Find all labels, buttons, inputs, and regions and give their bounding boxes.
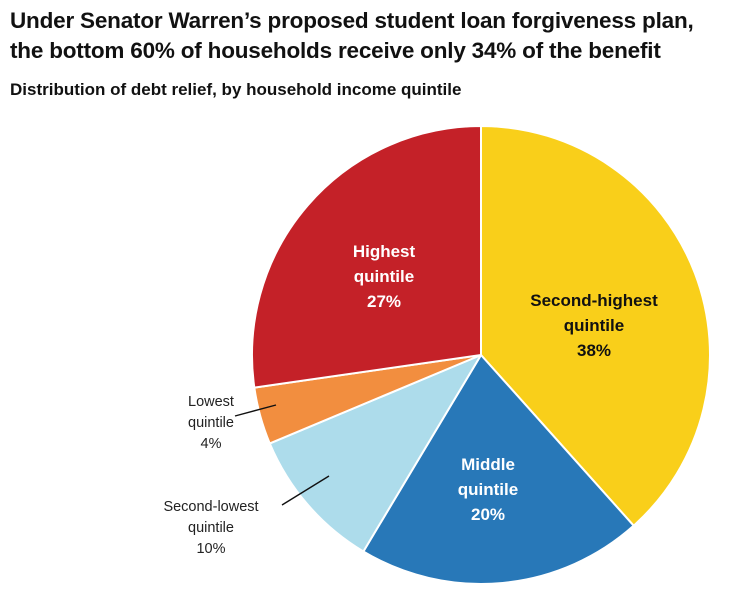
slice-label-highest: Highest quintile 27% [353,242,416,311]
slice-label-line: quintile [458,480,518,499]
leader-line-lowest [234,404,277,417]
slice-label-second-lowest: Second-lowest quintile 10% [163,499,258,557]
slice-value-middle: 20% [471,505,505,524]
slice-value-second-lowest: 10% [196,541,225,557]
pie-slice-highest [251,125,482,389]
chart-subtitle: Distribution of debt relief, by househol… [10,80,462,99]
slice-label-lowest: Lowest quintile 4% [188,394,234,452]
chart-title: Under Senator Warren’s proposed student … [10,6,725,66]
chart-title-line-1: Under Senator Warren’s proposed student … [10,8,694,33]
slice-label-line: Highest [353,242,416,261]
pie-slice-second-highest [480,125,711,527]
slice-value-highest: 27% [367,292,401,311]
slice-label-line: quintile [188,415,234,431]
slice-value-second-highest: 38% [577,341,611,360]
chart-title-line-2: the bottom 60% of households receive onl… [10,38,661,63]
slice-label-line: Second-highest [530,291,658,310]
slice-label-line: Middle [461,455,515,474]
slice-label-middle: Middle quintile 20% [458,455,518,524]
slice-label-line: quintile [188,520,234,536]
slice-label-line: quintile [564,316,624,335]
slice-label-line: Lowest [188,394,234,410]
leader-line-second-lowest [281,475,330,506]
pie-slice-middle [362,354,635,585]
slice-label-line: quintile [354,267,414,286]
slice-label-second-highest: Second-highest quintile 38% [530,291,658,360]
slice-value-lowest: 4% [201,436,222,452]
slice-label-line: Second-lowest [163,499,258,515]
pie-slice-second-lowest [268,354,482,553]
